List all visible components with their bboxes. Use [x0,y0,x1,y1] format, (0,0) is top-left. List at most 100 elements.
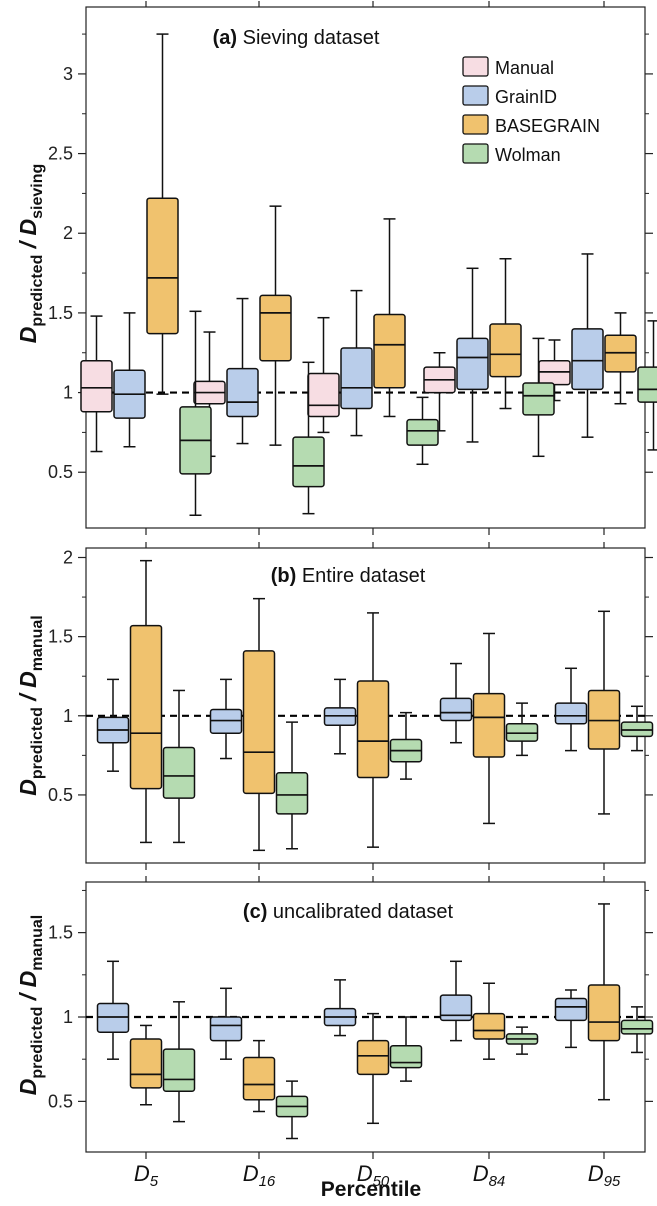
y-axis-label-symbol: D [15,1079,41,1096]
legend-swatch [462,85,489,106]
y-tick-label: 1.5 [48,627,73,647]
legend-label: Manual [495,58,554,78]
box [307,372,340,418]
legend-swatch [462,56,489,77]
y-tick-label: 2 [63,547,73,567]
x-category-subscript: 16 [259,1173,276,1190]
box [406,418,439,446]
box [373,313,406,389]
box [554,997,588,1022]
y-axis-label-symbol2: D [15,971,41,988]
box [554,702,588,725]
series-grainid [96,960,588,1060]
y-tick-label: 0.5 [48,1091,73,1111]
y-axis-label-sub2: sieving [29,164,46,219]
panel-label: (b) [271,565,297,587]
box [356,1039,390,1076]
series-wolman [162,1001,654,1140]
x-category-symbol: D [243,1161,259,1186]
box [242,650,276,795]
panel-a: 0.5 1 1.5 2 2.5 3 (a) Sieving dataset Dpredicte… [15,1,657,535]
legend-swatch [462,143,489,164]
box [389,1044,423,1069]
x-category-subscript: 50 [373,1173,390,1190]
box [162,1048,196,1092]
y-axis-label-sep: / [15,688,41,707]
y-axis-label-sub2: manual [29,615,46,671]
box [129,1038,163,1089]
box [259,294,292,362]
box [456,337,489,391]
panel-frame [85,547,646,864]
y-axis-label-sep: / [15,987,41,1006]
y-axis-label-symbol: D [15,779,41,796]
y-tick-label: 1 [63,706,73,726]
x-category-label: D84 [473,1161,506,1190]
box [292,436,325,488]
panel-b: 0.5 1 1.5 2 (b) Entire dataset Dpredicted / D… [15,542,654,870]
box [439,697,473,722]
legend-label: BASEGRAIN [495,116,600,136]
series-wolman [179,310,657,517]
box [340,347,373,410]
x-category-symbol: D [588,1161,604,1186]
x-category-symbol: D [473,1161,489,1186]
y-tick-label: 1 [63,1007,73,1027]
series-basegrain [129,903,621,1125]
box [489,323,522,378]
series-basegrain [129,559,621,852]
x-category-label: D50 [357,1161,390,1190]
box [80,359,113,413]
x-category-label: D5 [134,1161,159,1190]
y-axis-label-sub1: predicted [29,707,46,779]
panel-title-text: uncalibrated dataset [267,901,453,923]
panel-title: (a) Sieving dataset [213,27,380,49]
box [356,680,390,779]
y-tick-label: 2.5 [48,144,73,164]
box [571,328,604,391]
box [439,994,473,1022]
y-tick-label: 1.5 [48,303,73,323]
panel-label: (c) [243,901,267,923]
y-axis-label-sub1: predicted [29,1007,46,1079]
y-tick-label: 2 [63,223,73,243]
y-axis-label-sep: / [15,235,41,254]
box [275,772,309,815]
x-category-symbol: D [357,1161,373,1186]
panel-c: 0.5 1 1.5 (c) uncalibrated dataset Dpredicte… [15,876,654,1159]
x-axis-title: Percentile [321,1178,421,1201]
series-grainid [113,253,604,448]
box [209,1016,243,1042]
y-tick-label: 1.5 [48,923,73,943]
x-category-label: D95 [588,1161,621,1190]
y-tick-label: 0.5 [48,785,73,805]
box [637,366,657,403]
box [146,197,179,335]
panel-title: (b) Entire dataset [271,565,426,587]
series-wolman [162,689,654,850]
panel-title-text: Entire dataset [296,565,425,587]
x-category-subscript: 84 [489,1173,506,1190]
panel-label: (a) [213,27,237,49]
y-axis-label: Dpredicted / Dmanual [15,915,46,1095]
y-axis-label: Dpredicted / Dsieving [15,164,46,344]
box [472,692,506,758]
box [242,1056,276,1101]
series-basegrain [146,33,637,446]
box [587,984,621,1042]
legend-label: Wolman [495,145,561,165]
box [472,1012,506,1040]
box [162,746,196,799]
box [129,624,163,790]
x-category-labels: D5 D16 D50 D84 D95 [134,1161,621,1190]
legend: Manual GrainID BASEGRAIN Wolman [462,56,600,165]
y-axis-label-symbol: D [15,327,41,344]
box [522,382,555,416]
series-grainid [96,662,588,772]
panel-title: (c) uncalibrated dataset [243,901,454,923]
x-category-subscript: 95 [604,1173,621,1190]
y-axis-label-symbol2: D [15,671,41,688]
panel-frame [85,6,646,529]
y-axis-label-sub1: predicted [29,255,46,327]
